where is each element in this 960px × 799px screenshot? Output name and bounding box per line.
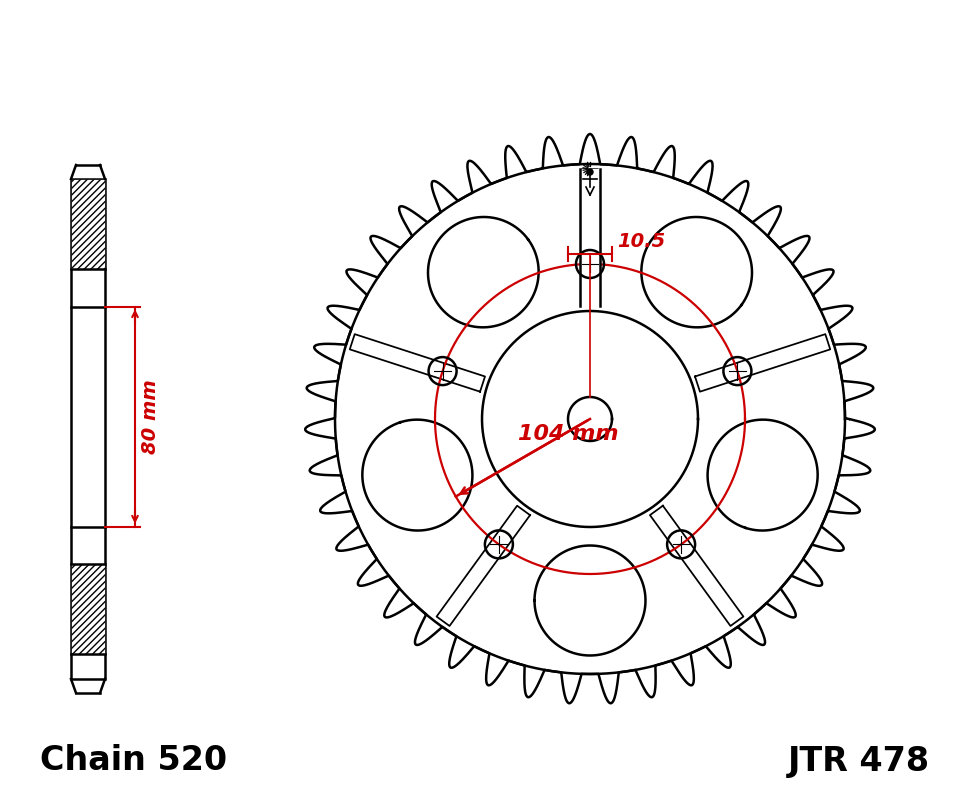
Polygon shape	[695, 334, 830, 392]
Bar	[71, 179, 105, 269]
Text: 10.5: 10.5	[617, 232, 665, 251]
Text: 104 mm: 104 mm	[517, 423, 618, 443]
Text: 80 mm: 80 mm	[141, 379, 160, 454]
Polygon shape	[708, 419, 818, 531]
Polygon shape	[349, 334, 485, 392]
Polygon shape	[582, 169, 598, 306]
Text: Chain 520: Chain 520	[40, 745, 228, 777]
Polygon shape	[650, 506, 743, 626]
Polygon shape	[437, 506, 530, 626]
Polygon shape	[641, 217, 752, 328]
Bar	[71, 179, 105, 679]
Bar	[71, 564, 105, 654]
Polygon shape	[428, 217, 539, 328]
Text: JTR 478: JTR 478	[788, 745, 930, 777]
Circle shape	[587, 169, 593, 175]
Polygon shape	[362, 419, 472, 531]
Polygon shape	[580, 169, 600, 306]
Polygon shape	[535, 546, 645, 655]
